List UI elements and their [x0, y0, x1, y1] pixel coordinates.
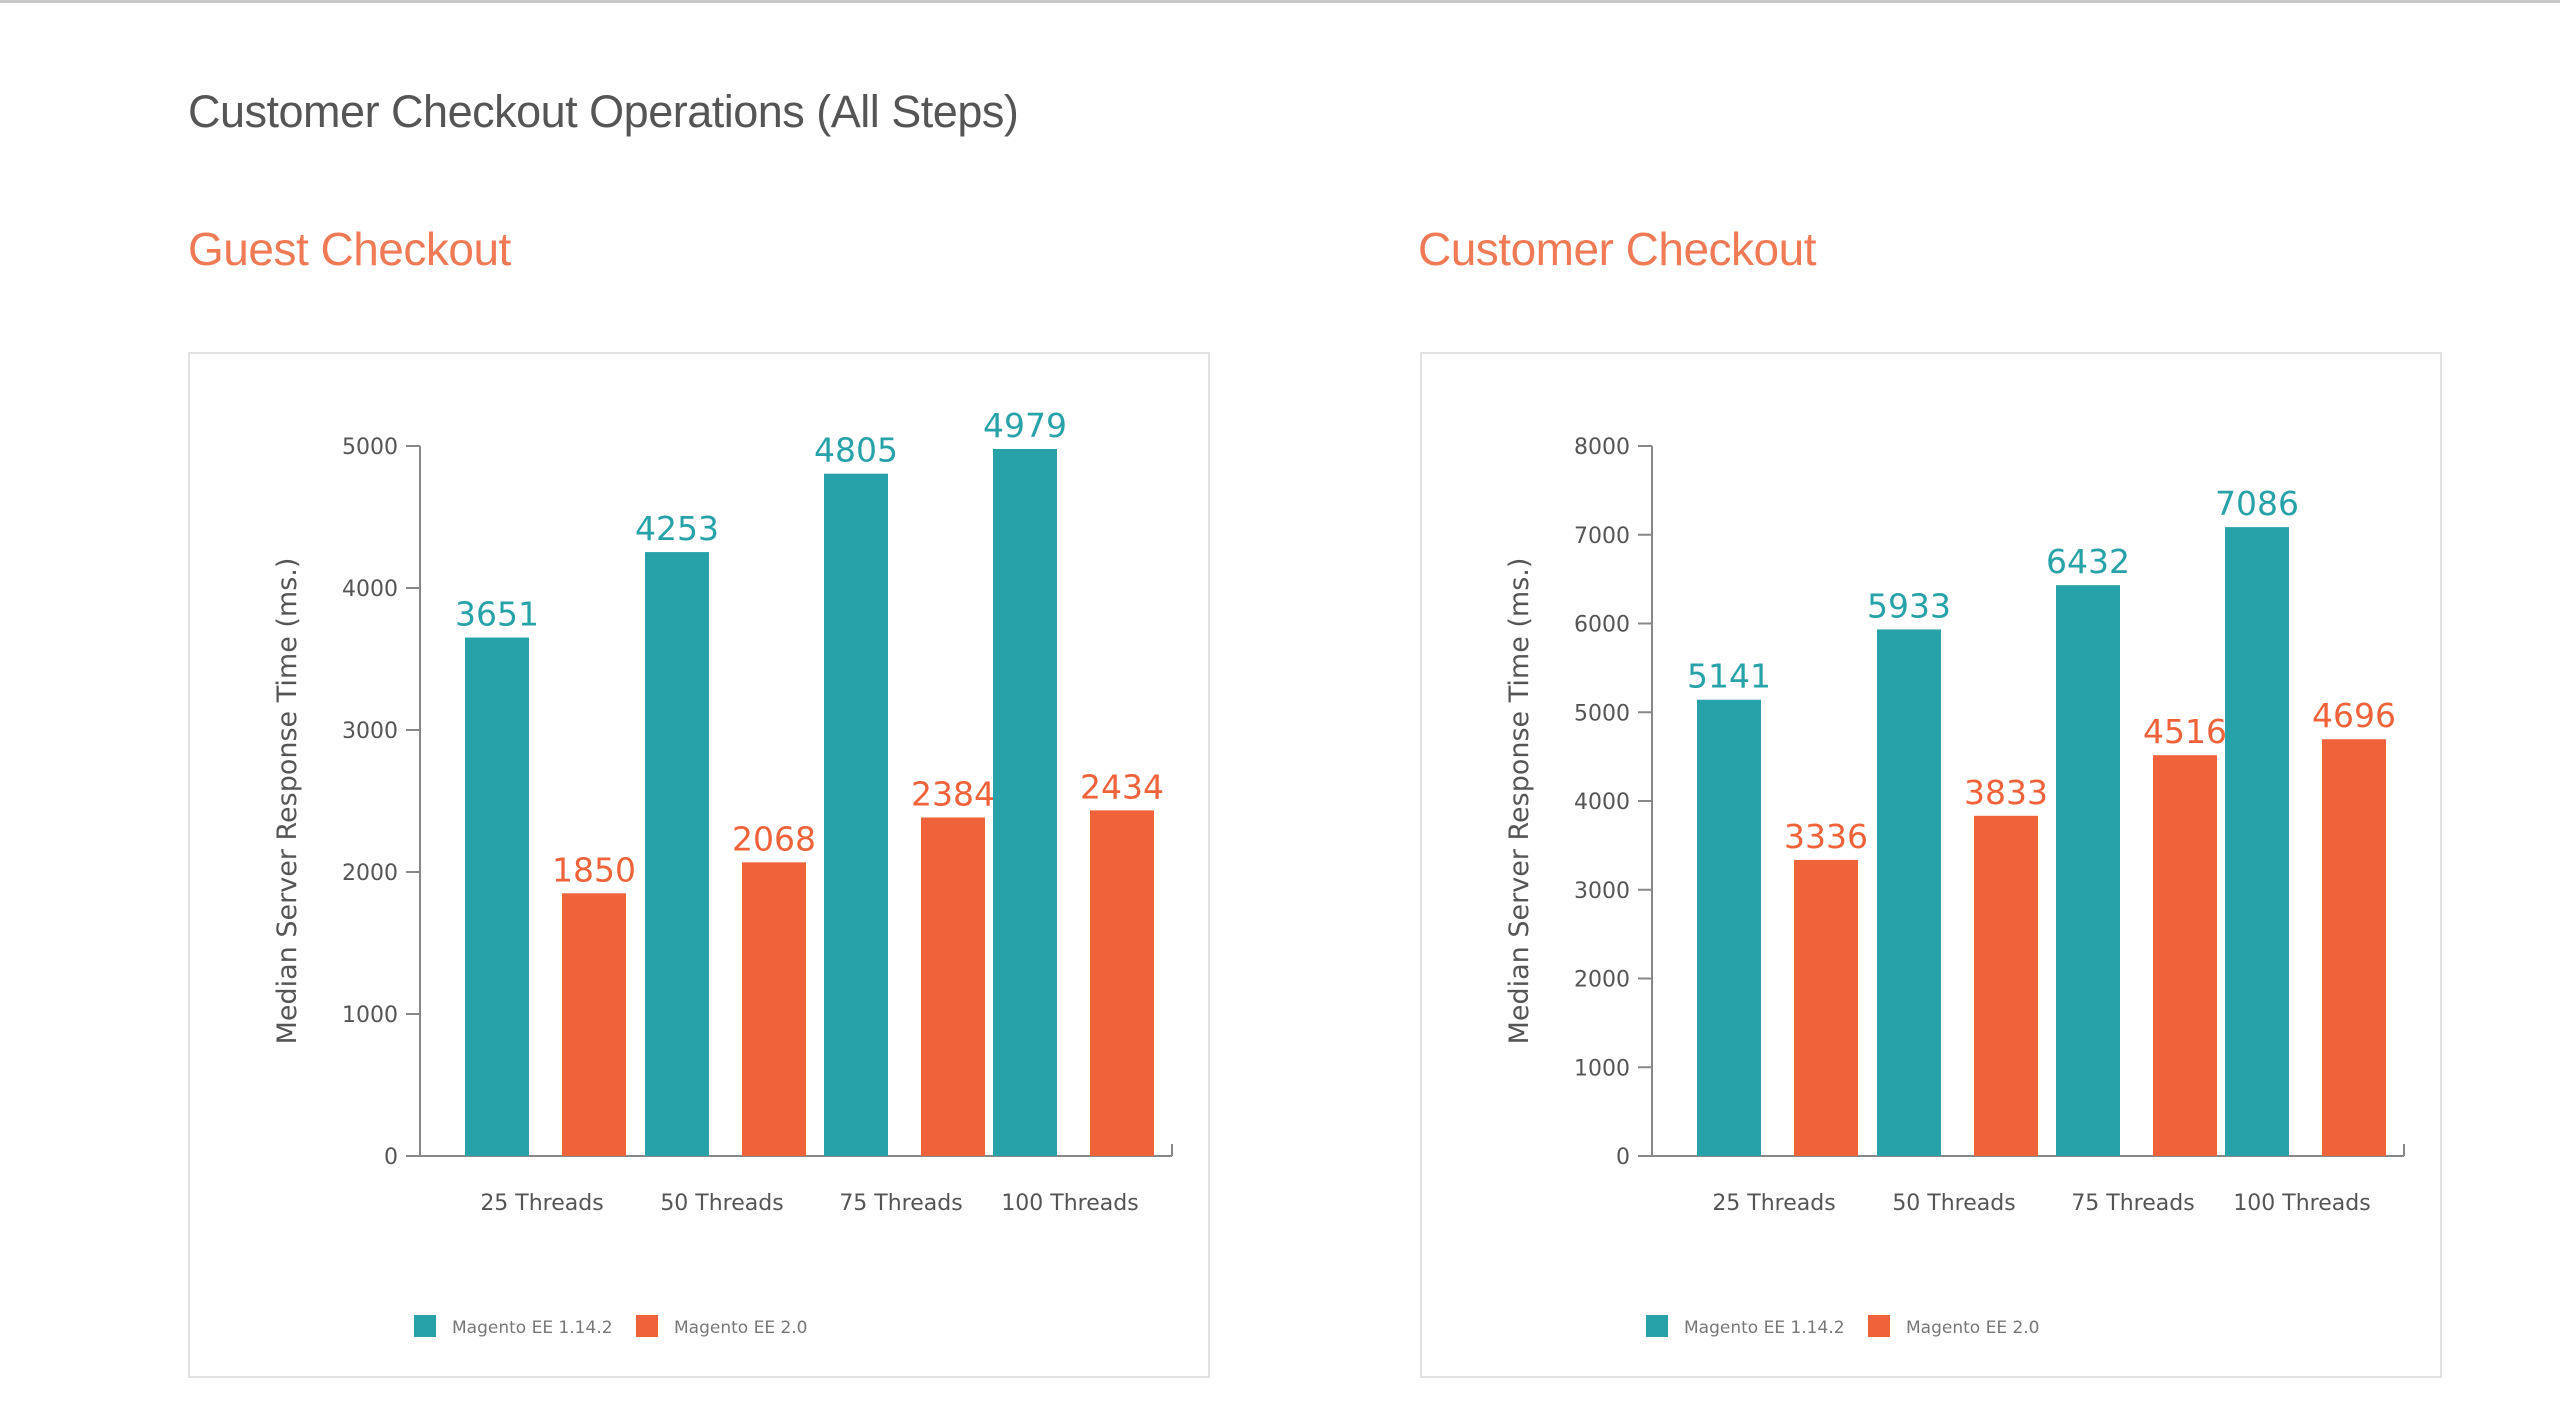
y-tick-label: 1000 [342, 1003, 398, 1028]
data-label: 5141 [1687, 657, 1771, 696]
bar-series2 [742, 862, 806, 1156]
legend-swatch [414, 1315, 436, 1337]
legend-label: Magento EE 2.0 [674, 1318, 808, 1338]
chart-panel-guest [188, 352, 1210, 1378]
x-tick-label: 100 Threads [1001, 1191, 1138, 1216]
data-label: 2434 [1080, 767, 1164, 806]
bar-series1 [1697, 699, 1761, 1156]
data-label: 3336 [1784, 817, 1868, 856]
x-tick-label: 25 Threads [1712, 1191, 1835, 1216]
top-border [0, 0, 2560, 3]
bar-series1 [993, 448, 1057, 1156]
legend-swatch [1646, 1315, 1668, 1337]
y-tick-label: 4000 [1574, 790, 1630, 815]
chart-panel-customer [1420, 352, 2442, 1378]
y-tick-label: 0 [384, 1145, 398, 1170]
data-label: 1850 [552, 850, 636, 889]
page-title: Customer Checkout Operations (All Steps) [188, 86, 1019, 137]
bar-series1 [824, 473, 888, 1156]
bar-series1 [645, 552, 709, 1156]
y-tick-label: 6000 [1574, 613, 1630, 638]
legend-label: Magento EE 1.14.2 [452, 1318, 613, 1338]
chart-title-guest: Guest Checkout [188, 223, 511, 275]
bar-series1 [2056, 585, 2120, 1156]
bar-series2 [1090, 810, 1154, 1156]
chart-title-customer: Customer Checkout [1418, 223, 1817, 275]
y-tick-label: 5000 [1574, 701, 1630, 726]
legend-label: Magento EE 1.14.2 [1684, 1318, 1845, 1338]
bar-series2 [562, 893, 626, 1156]
data-label: 7086 [2215, 484, 2299, 523]
y-axis-label: Median Server Response Time (ms.) [272, 558, 303, 1045]
bar-series2 [2153, 755, 2217, 1156]
legend-label: Magento EE 2.0 [1906, 1318, 2040, 1338]
bar-series2 [1974, 815, 2038, 1156]
y-tick-label: 3000 [1574, 879, 1630, 904]
x-tick-label: 75 Threads [839, 1191, 962, 1216]
data-label: 4979 [983, 406, 1067, 445]
data-label: 3651 [455, 595, 539, 634]
bar-series1 [1877, 629, 1941, 1156]
y-tick-label: 4000 [342, 577, 398, 602]
x-tick-label: 100 Threads [2233, 1191, 2370, 1216]
legend-swatch [1868, 1315, 1890, 1337]
bar-series1 [465, 637, 529, 1156]
y-tick-label: 0 [1616, 1145, 1630, 1170]
y-tick-label: 5000 [342, 435, 398, 460]
bar-series2 [921, 817, 985, 1156]
y-axis-label: Median Server Response Time (ms.) [1504, 558, 1535, 1045]
legend-swatch [636, 1315, 658, 1337]
y-tick-label: 2000 [1574, 968, 1630, 993]
x-tick-label: 75 Threads [2071, 1191, 2194, 1216]
y-tick-label: 2000 [342, 861, 398, 886]
y-tick-label: 3000 [342, 719, 398, 744]
y-tick-label: 8000 [1574, 435, 1630, 460]
x-tick-label: 50 Threads [660, 1191, 783, 1216]
data-label: 4696 [2312, 696, 2396, 735]
data-label: 4805 [814, 431, 898, 470]
data-label: 2068 [732, 819, 816, 858]
bar-series1 [2225, 527, 2289, 1156]
data-label: 4516 [2143, 712, 2227, 751]
x-tick-label: 50 Threads [1892, 1191, 2015, 1216]
x-tick-label: 25 Threads [480, 1191, 603, 1216]
y-tick-label: 7000 [1574, 524, 1630, 549]
data-label: 6432 [2046, 542, 2130, 581]
data-label: 5933 [1867, 586, 1951, 625]
bar-series2 [2322, 739, 2386, 1156]
y-tick-label: 1000 [1574, 1056, 1630, 1081]
bar-series2 [1794, 859, 1858, 1156]
data-label: 3833 [1964, 773, 2048, 812]
data-label: 4253 [635, 509, 719, 548]
data-label: 2384 [911, 774, 995, 813]
